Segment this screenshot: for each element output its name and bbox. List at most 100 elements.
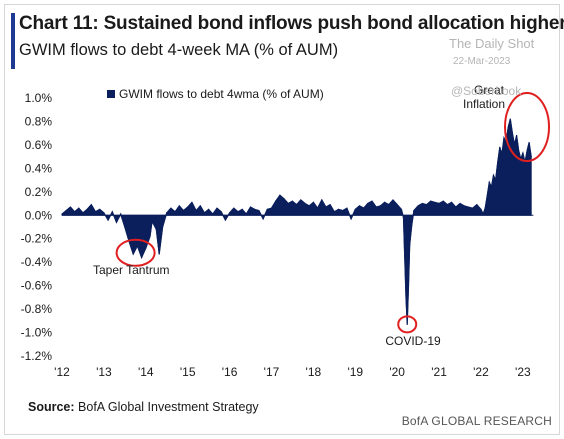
data-point <box>178 205 180 207</box>
data-point <box>346 207 348 209</box>
chart-legend: GWIM flows to debt 4wma (% of AUM) <box>107 87 324 101</box>
data-point <box>480 208 482 210</box>
series-area-0 <box>61 118 532 325</box>
annotation-label-covid: COVID-19 <box>385 334 441 348</box>
data-point <box>158 253 160 255</box>
x-tick-label: '23 <box>515 365 531 379</box>
data-point <box>237 211 239 213</box>
data-point <box>99 208 101 210</box>
x-tick-label: '19 <box>347 365 363 379</box>
data-point <box>149 235 151 237</box>
data-point <box>388 204 390 206</box>
data-point <box>501 153 503 155</box>
data-point <box>241 208 243 210</box>
data-point <box>291 200 293 202</box>
data-point <box>526 150 528 152</box>
data-point <box>132 253 134 255</box>
data-point <box>459 202 461 205</box>
y-tick-label: -0.2% <box>21 232 53 246</box>
data-point <box>266 208 268 210</box>
data-point <box>308 205 310 207</box>
data-point <box>107 219 109 221</box>
brand-footer: BofA GLOBAL RESEARCH <box>401 414 552 428</box>
data-point <box>166 212 168 214</box>
data-point <box>229 212 231 214</box>
data-point <box>384 201 386 203</box>
data-point <box>262 218 264 220</box>
data-point <box>421 202 423 205</box>
data-point <box>509 118 511 120</box>
data-point <box>312 201 314 203</box>
data-point <box>287 202 289 205</box>
y-tick-label: -1.0% <box>21 326 53 340</box>
data-point <box>402 217 405 219</box>
x-tick-label: '20 <box>389 365 405 379</box>
data-point <box>115 221 118 223</box>
data-point <box>203 212 205 214</box>
data-point <box>321 199 323 201</box>
data-point <box>411 224 413 226</box>
data-point <box>233 207 235 209</box>
data-point <box>413 210 415 212</box>
data-point <box>522 152 524 154</box>
data-point <box>270 207 273 209</box>
annotation-circle-covid <box>397 315 418 334</box>
data-point <box>65 210 67 212</box>
data-point <box>528 142 530 144</box>
data-point <box>141 256 143 259</box>
data-point <box>111 211 113 213</box>
watermark-handle: @SoberLook <box>451 84 522 98</box>
data-point <box>392 199 394 201</box>
data-point <box>499 146 501 148</box>
x-tick-label: '14 <box>138 365 154 379</box>
data-point <box>275 200 277 202</box>
data-point <box>329 204 331 206</box>
y-tick-label: 0.0% <box>25 208 53 222</box>
y-tick-label: 1.0% <box>25 91 53 105</box>
data-point <box>120 213 122 215</box>
data-point <box>482 213 484 215</box>
data-point <box>375 206 377 208</box>
annotation-circle-taper <box>115 238 156 267</box>
y-tick-label: 0.6% <box>25 138 53 152</box>
data-point <box>354 208 356 210</box>
data-point <box>490 186 492 188</box>
source-label: Source: <box>28 400 75 414</box>
x-tick-label: '16 <box>222 365 238 379</box>
data-point <box>350 218 352 220</box>
chart-frame: Chart 11: Sustained bond inflows push bo… <box>4 4 564 435</box>
data-point <box>492 174 495 176</box>
data-point <box>103 212 105 214</box>
data-point <box>182 210 185 212</box>
data-point <box>486 194 488 196</box>
data-point <box>396 204 398 206</box>
data-point <box>472 207 474 209</box>
data-point <box>442 200 444 202</box>
data-point <box>371 200 373 202</box>
data-point <box>476 204 478 206</box>
y-tick-label: 0.8% <box>25 114 53 128</box>
data-point <box>516 134 518 137</box>
data-point <box>511 132 513 134</box>
x-tick-label: '12 <box>54 365 70 379</box>
data-point <box>507 126 509 128</box>
data-point <box>495 179 497 181</box>
data-point <box>94 211 97 213</box>
source-note: Source: BofA Global Investment Strategy <box>28 400 259 414</box>
data-point <box>518 150 520 152</box>
data-point <box>300 199 302 201</box>
data-point <box>216 207 218 209</box>
data-point <box>82 212 84 214</box>
data-point <box>358 205 361 207</box>
data-point <box>530 156 532 158</box>
data-point <box>463 205 465 207</box>
data-point <box>155 228 157 230</box>
data-point <box>187 206 189 208</box>
data-point <box>363 207 365 209</box>
data-point <box>455 206 457 208</box>
data-point <box>484 207 486 209</box>
data-point <box>296 204 298 206</box>
data-point <box>406 323 408 325</box>
x-tick-label: '18 <box>306 365 322 379</box>
source-text: BofA Global Investment Strategy <box>78 400 259 414</box>
